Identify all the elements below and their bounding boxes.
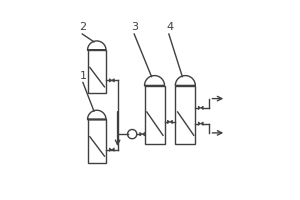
Polygon shape [88,119,106,163]
Polygon shape [170,120,172,124]
Polygon shape [109,148,112,151]
Text: 3: 3 [131,22,138,32]
Polygon shape [198,106,201,110]
Polygon shape [175,86,195,144]
Polygon shape [112,79,114,82]
Polygon shape [88,110,106,119]
Polygon shape [167,120,170,124]
Polygon shape [145,86,164,144]
Polygon shape [201,122,203,125]
Polygon shape [88,50,106,93]
Polygon shape [175,76,195,86]
Polygon shape [112,148,114,151]
Circle shape [128,129,137,139]
Polygon shape [140,132,142,136]
Text: 4: 4 [166,22,173,32]
Polygon shape [198,122,201,125]
Polygon shape [142,132,145,136]
Text: 1: 1 [80,71,87,81]
Polygon shape [109,79,112,82]
Polygon shape [201,106,203,110]
Polygon shape [88,41,106,50]
Text: 2: 2 [80,22,87,32]
Polygon shape [145,76,164,86]
